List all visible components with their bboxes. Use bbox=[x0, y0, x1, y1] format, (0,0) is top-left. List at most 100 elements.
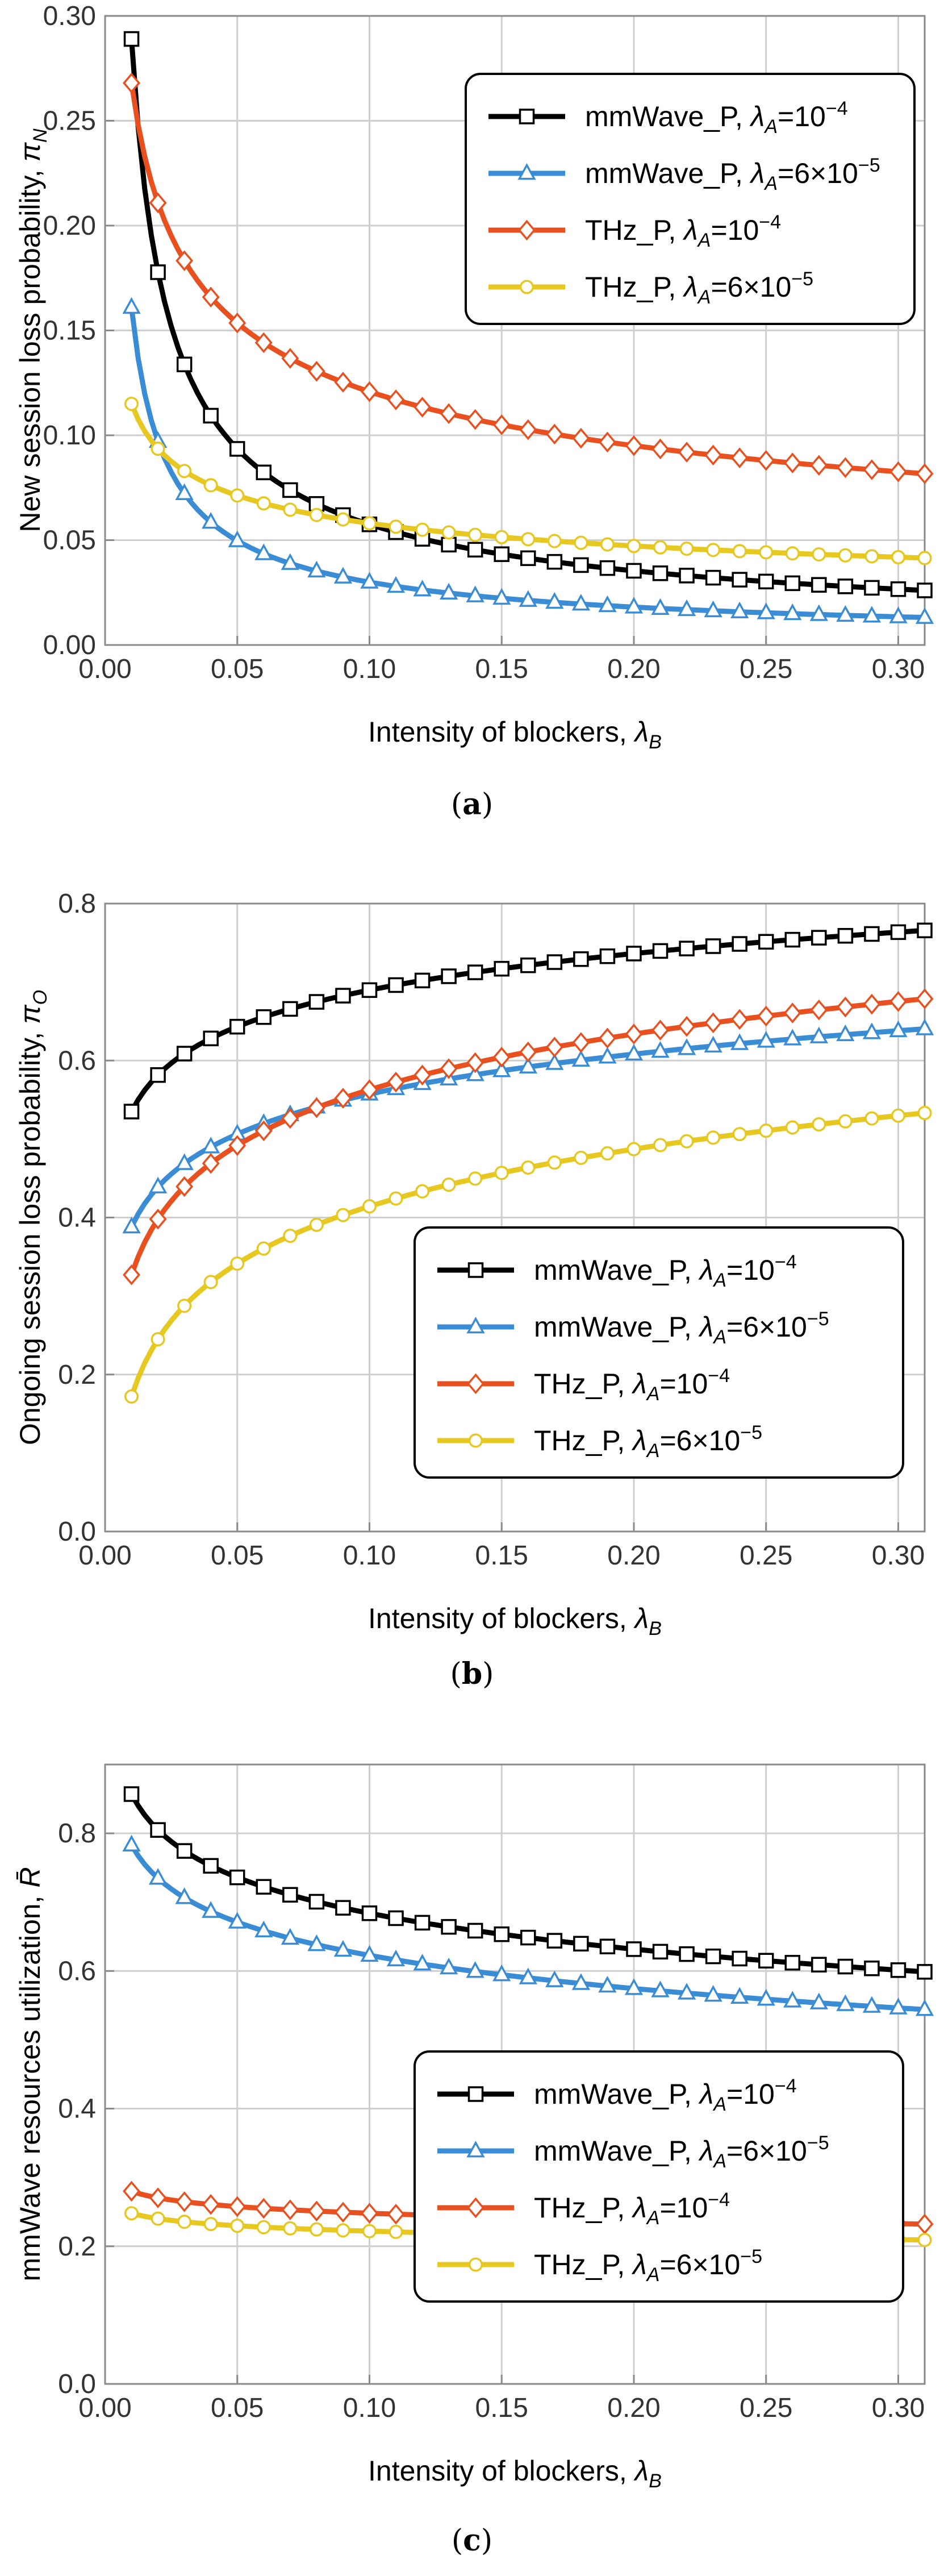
data-point bbox=[123, 31, 140, 47]
data-point bbox=[917, 1105, 932, 1120]
data-point bbox=[521, 1160, 536, 1175]
data-point bbox=[230, 1256, 245, 1271]
data-point bbox=[811, 930, 827, 946]
data-point bbox=[679, 542, 694, 556]
data-point bbox=[466, 409, 484, 430]
legend-label: mmWave_P, λA=6×10−5 bbox=[534, 2132, 829, 2172]
data-point bbox=[228, 1135, 247, 1156]
data-point bbox=[705, 1948, 721, 1965]
data-point bbox=[283, 502, 298, 517]
data-point bbox=[176, 1843, 193, 1859]
data-point bbox=[864, 549, 879, 564]
data-point bbox=[467, 542, 483, 558]
data-point bbox=[757, 1988, 775, 2006]
data-point bbox=[571, 1050, 591, 1067]
data-point bbox=[679, 568, 695, 584]
data-point bbox=[362, 1199, 377, 1214]
x-tick-label: 0.05 bbox=[211, 2393, 264, 2423]
data-point bbox=[651, 438, 670, 460]
data-point bbox=[547, 534, 562, 548]
legend-marker bbox=[467, 2197, 484, 2219]
data-point bbox=[679, 1946, 695, 1962]
data-point bbox=[545, 592, 564, 609]
data-point bbox=[757, 1031, 775, 1048]
data-point bbox=[758, 934, 774, 950]
data-point bbox=[677, 599, 696, 617]
data-point bbox=[176, 1046, 193, 1062]
data-point bbox=[732, 1127, 747, 1142]
legend-label: mmWave_P, λA=10−4 bbox=[585, 98, 848, 138]
data-point bbox=[574, 1150, 588, 1165]
data-point bbox=[439, 1957, 458, 1975]
data-point bbox=[492, 1060, 511, 1077]
data-point bbox=[439, 582, 458, 600]
y-tick-label: 0.4 bbox=[58, 1203, 96, 1233]
data-point bbox=[494, 546, 509, 562]
data-point bbox=[915, 1018, 934, 1035]
data-point bbox=[679, 1134, 694, 1148]
data-point bbox=[917, 582, 933, 598]
data-point bbox=[256, 2220, 271, 2234]
data-point bbox=[915, 607, 934, 624]
y-tick-label: 0.30 bbox=[43, 1, 96, 31]
data-point bbox=[282, 482, 298, 498]
data-point bbox=[122, 1834, 141, 1852]
data-point bbox=[333, 567, 353, 584]
data-point bbox=[361, 1905, 378, 1921]
data-point bbox=[307, 1934, 326, 1951]
data-point bbox=[810, 455, 828, 476]
data-point bbox=[124, 1389, 139, 1404]
y-tick-label: 0.05 bbox=[43, 526, 96, 556]
data-point bbox=[283, 1229, 298, 1243]
y-tick-label: 0.00 bbox=[43, 630, 96, 660]
data-point bbox=[177, 464, 192, 478]
data-point bbox=[254, 332, 273, 353]
axes: 0.00 0.05 0.10 0.15 0.20 0.25 0.30 0.00 0.05 0.10… bbox=[43, 1, 925, 684]
legend-box bbox=[465, 73, 916, 325]
data-point bbox=[466, 1961, 484, 1978]
x-axis-label: Intensity of blockers, λB bbox=[368, 716, 662, 753]
data-point bbox=[360, 572, 379, 589]
data-point bbox=[494, 530, 509, 544]
data-point bbox=[441, 968, 457, 984]
series-3 bbox=[124, 397, 932, 565]
data-point bbox=[783, 1002, 801, 1023]
data-point bbox=[203, 1275, 218, 1289]
data-point bbox=[599, 1938, 616, 1954]
data-point bbox=[309, 1217, 324, 1232]
data-point bbox=[335, 988, 351, 1004]
data-point bbox=[124, 397, 139, 411]
data-point bbox=[704, 1035, 722, 1053]
data-point bbox=[679, 940, 695, 956]
data-point bbox=[203, 2217, 218, 2232]
data-point bbox=[309, 2222, 324, 2237]
data-point bbox=[230, 488, 245, 503]
legend-box bbox=[413, 1226, 904, 1479]
legend-label: THz_P, λA=10−4 bbox=[534, 2189, 730, 2229]
data-point bbox=[889, 1020, 908, 1038]
data-point bbox=[467, 1922, 483, 1939]
data-point bbox=[282, 1887, 298, 1903]
data-point bbox=[600, 537, 615, 552]
data-point bbox=[600, 1146, 615, 1161]
data-point bbox=[123, 1264, 141, 1285]
chart-b: 0.00 0.05 0.10 0.15 0.20 0.25 0.30 0.0 0.2 0.4 0.6… bbox=[14, 889, 934, 1639]
data-point bbox=[625, 1023, 643, 1044]
data-point bbox=[335, 1900, 351, 1916]
data-point bbox=[123, 1104, 140, 1120]
data-point bbox=[811, 1957, 827, 1972]
data-point bbox=[574, 535, 588, 550]
data-point bbox=[521, 532, 536, 547]
chart-panel-c: 0.00 0.05 0.10 0.15 0.20 0.25 0.30 0.0 0.2 0.4 0.6… bbox=[0, 1722, 944, 2517]
data-point bbox=[256, 1879, 272, 1895]
data-point bbox=[336, 2223, 350, 2238]
data-point bbox=[151, 442, 165, 456]
data-point bbox=[890, 1962, 907, 1978]
legend-marker bbox=[519, 109, 535, 124]
x-tick-label: 0.30 bbox=[872, 654, 925, 684]
data-point bbox=[254, 2198, 273, 2219]
data-point bbox=[651, 1980, 670, 1997]
data-point bbox=[519, 1967, 537, 1984]
data-point bbox=[916, 463, 934, 484]
data-point bbox=[838, 548, 853, 563]
